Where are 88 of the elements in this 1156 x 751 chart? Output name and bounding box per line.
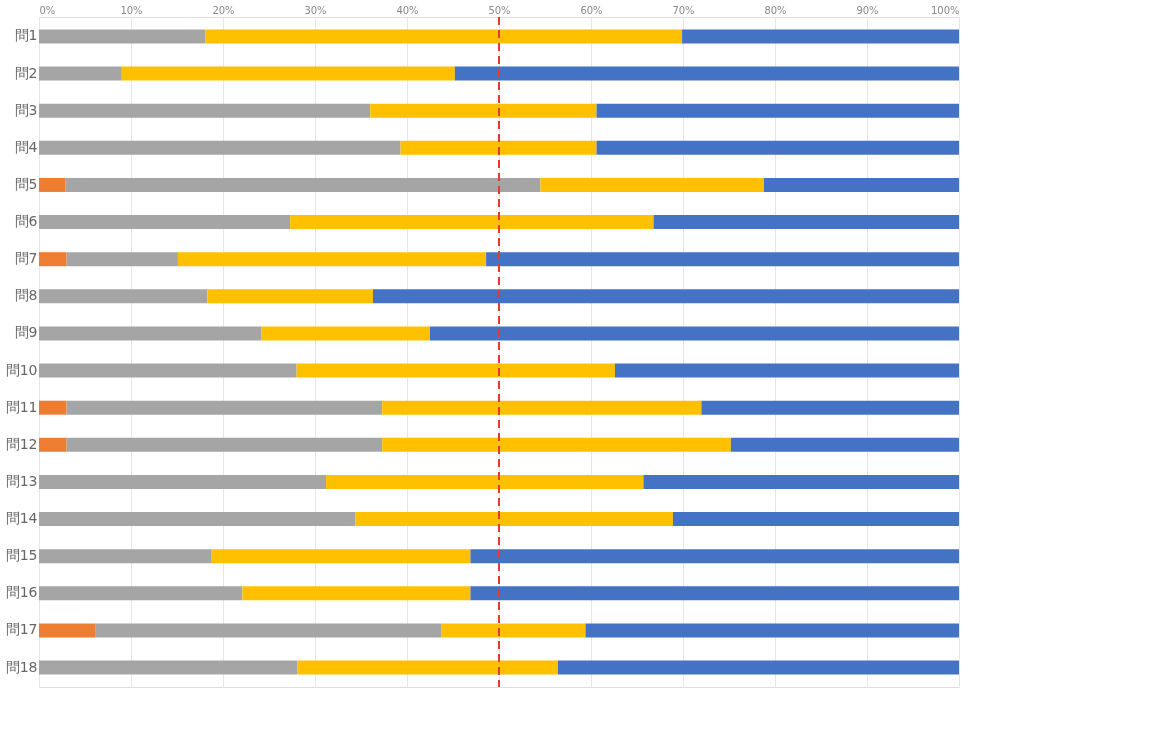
bar (730, 437, 959, 452)
y-tick-label: 問5 (14, 175, 38, 192)
bar (39, 140, 401, 155)
bar (290, 215, 654, 230)
bar (326, 474, 644, 489)
bar (66, 400, 383, 415)
bar (177, 252, 487, 267)
y-tick-label: 問17 (5, 621, 38, 638)
x-tick-label: 10% (120, 4, 143, 16)
bar (486, 252, 959, 267)
y-tick-label: 問14 (5, 510, 38, 527)
bar (39, 215, 291, 230)
bar (585, 623, 959, 638)
bar (205, 29, 683, 44)
x-tick-label: 50% (488, 4, 511, 16)
x-tick-label: 100% (930, 4, 960, 16)
bar (596, 140, 959, 155)
y-tick-label: 問18 (5, 658, 38, 675)
bar (39, 29, 206, 44)
y-tick-label: 問2 (14, 64, 38, 81)
bar (540, 177, 764, 192)
x-tick-label: 70% (672, 4, 695, 16)
bar (470, 586, 959, 601)
y-tick-label: 問13 (5, 472, 38, 489)
bar (66, 437, 383, 452)
bar (39, 400, 67, 415)
bar (701, 400, 959, 415)
y-tick-label: 問11 (5, 398, 38, 415)
bar (39, 437, 67, 452)
bar (454, 66, 959, 81)
x-tick-label: 60% (580, 4, 603, 16)
bar (430, 326, 959, 341)
bar (672, 512, 959, 527)
y-tick-label: 問1 (14, 27, 38, 44)
bar (763, 177, 959, 192)
y-tick-label: 問4 (14, 138, 38, 155)
y-tick-label: 問15 (5, 547, 38, 564)
bar (370, 103, 597, 118)
bar (39, 586, 243, 601)
bar (682, 29, 959, 44)
bar (121, 66, 455, 81)
bar (372, 289, 959, 304)
bar (39, 363, 297, 378)
bar (39, 177, 66, 192)
x-tick-label: 40% (396, 4, 419, 16)
x-tick-label: 90% (856, 4, 879, 16)
x-tick-label: 80% (764, 4, 787, 16)
x-tick-label: 30% (304, 4, 327, 16)
bar (614, 363, 959, 378)
bar (355, 512, 673, 527)
bar (643, 474, 959, 489)
bar (382, 400, 702, 415)
bar (211, 549, 471, 564)
x-tick-label: 20% (212, 4, 235, 16)
bar (261, 326, 430, 341)
bar (207, 289, 373, 304)
bar (39, 103, 371, 118)
bar (39, 66, 122, 81)
y-tick-label: 問3 (14, 101, 38, 118)
bar (653, 215, 959, 230)
bar (557, 660, 959, 675)
bar (470, 549, 959, 564)
y-tick-label: 問10 (5, 361, 38, 378)
bar (400, 140, 597, 155)
y-tick-label: 問16 (5, 584, 38, 601)
bar (39, 252, 67, 267)
bar (65, 177, 541, 192)
bar (95, 623, 442, 638)
bar (66, 252, 178, 267)
bar (596, 103, 959, 118)
bar (39, 289, 208, 304)
bar (296, 363, 615, 378)
bar (39, 623, 96, 638)
y-tick-label: 問9 (14, 324, 38, 341)
bar (39, 512, 356, 527)
bar (382, 437, 731, 452)
bar (441, 623, 586, 638)
bar (242, 586, 471, 601)
bar (297, 660, 558, 675)
y-tick-label: 問12 (5, 435, 38, 452)
y-tick-label: 問7 (14, 250, 38, 267)
x-tick-label: 0% (39, 4, 56, 16)
y-tick-label: 問8 (14, 287, 38, 304)
bar (39, 326, 262, 341)
y-tick-label: 問6 (14, 213, 38, 230)
bar (39, 549, 212, 564)
bar (39, 474, 327, 489)
bar (39, 660, 298, 675)
